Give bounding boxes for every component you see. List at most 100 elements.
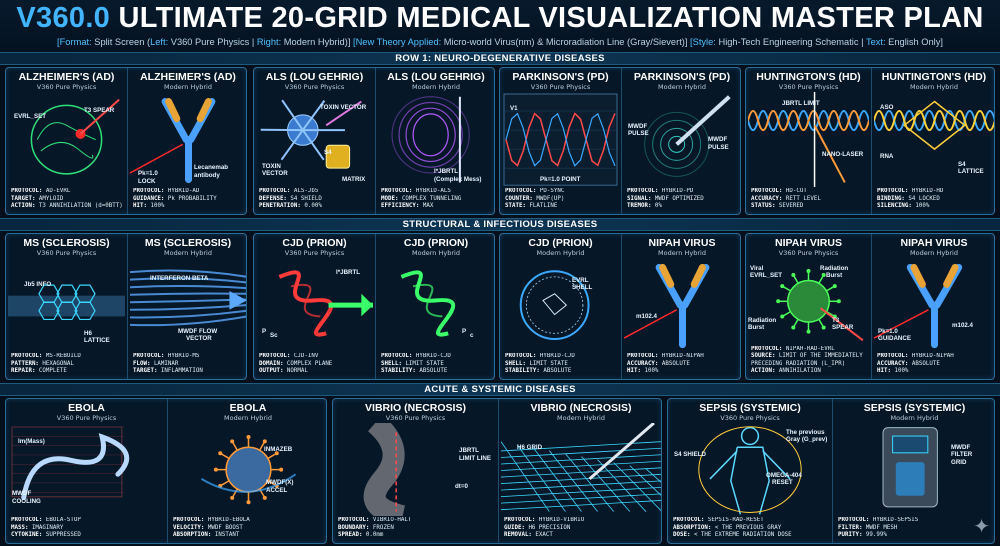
info-value: LIMIT OF THE IMMEDIATELY [775, 353, 863, 360]
protocol-info: PROTOCOL: PD-SYNC COUNTER: MWDF(UP) STATE:… [505, 188, 619, 211]
info-value: HYBRID-NIPAH [658, 353, 704, 360]
info-key: ACCURACY: [877, 360, 909, 367]
info-line: REPAIR: COMPLETE [11, 368, 125, 376]
info-line: DOSE: < THE EXTREME RADIATION DOSE [673, 532, 830, 540]
info-line: PROTOCOL: HYBRID-EBOLA [173, 517, 326, 525]
info-line: PROTOCOL: HYBRID-MS [133, 353, 246, 361]
info-line: ACTION: ANNIHILATION [751, 368, 869, 376]
subtitle-segment: Right: [256, 37, 282, 47]
info-key: SHELL: [505, 360, 526, 367]
panel-title: NIPAH VIRUS [900, 237, 968, 249]
subtitle-segment: Split Screen ( [94, 37, 151, 47]
info-key: SILENCING: [877, 203, 912, 210]
info-value: SEPSIS-RAD-RESET [704, 517, 764, 524]
illustration [256, 92, 373, 191]
info-value: ABSOLUTE [539, 368, 572, 375]
visualization-panel: ALZHEIMER'S (AD) V360 Pure Physics EVRL_SE… [6, 68, 127, 214]
title-text: ULTIMATE 20-GRID MEDICAL VISUALIZATION M… [118, 2, 984, 34]
panel-subtitle: V360 Pure Physics [36, 249, 97, 257]
info-line: PROTOCOL: HYBRID-ALS [381, 188, 494, 196]
info-value: 0% [651, 203, 662, 210]
diagram-label: ASO [880, 103, 894, 111]
info-value: 99.99% [862, 532, 887, 539]
diagram-label: EVRL [572, 276, 589, 284]
info-line: PURITY: 99.99% [838, 532, 994, 540]
panel-title: VIBRIO (NECROSIS) [365, 402, 466, 414]
info-key: BINDING: [877, 195, 905, 202]
diagram-label: (Complex Mess) [434, 175, 482, 183]
protocol-info: PROTOCOL: NIPAH-RAD-EVRL SOURCE: LIMIT OF… [751, 346, 869, 376]
diagram-label: P [262, 327, 267, 335]
info-key: HIT: [133, 203, 147, 210]
info-value: HYBRID-NIPAH [908, 353, 954, 360]
info-value: RETT LEVEL [782, 195, 821, 202]
info-value: ALS-Jb5 [290, 188, 319, 195]
info-value: HYBRID-SEPSIS [869, 517, 919, 524]
info-value: COMPLEX TUNNELING [398, 195, 462, 202]
visualization-panel: CJD (PRION) V360 Pure Physics P Sc I*JBRTL PR… [254, 234, 375, 379]
info-line: ABSORPTION: < THE PREVIOUS GRAY [673, 525, 830, 533]
panel-subtitle: V360 Pure Physics [778, 249, 839, 257]
diagram-label: JBRTL LIMIT [782, 99, 820, 107]
info-line: PROTOCOL: VIBRIO-HALT [338, 517, 496, 525]
info-value: MWDF BOOST [204, 524, 243, 531]
disease-group: EBOLA V360 Pure Physics Im(Mass) MWDF COOLIN… [5, 398, 327, 544]
info-key: PROTOCOL: [505, 353, 537, 360]
info-value: INFLAMMATION [157, 368, 203, 375]
diagram-label: Pk=1.0 [878, 327, 898, 335]
header: V360.0 ULTIMATE 20-GRID MEDICAL VISUALIZ… [0, 0, 1000, 52]
visualization-panel: EBOLA Modern Hybrid INMAZEB MWDF(X) ACCEL PRO… [167, 399, 326, 543]
diagram-label: FILTER [951, 451, 973, 459]
info-line: BOUNDARY: FROZEN [338, 525, 496, 533]
info-key: TARGET: [11, 195, 36, 202]
panel-subtitle: Modern Hybrid [890, 414, 939, 422]
info-key: PROTOCOL: [381, 353, 413, 360]
diagram-label: S4 [324, 149, 332, 157]
info-line: EFFICIENCY: MAX [381, 203, 494, 211]
info-key: STABILITY: [505, 368, 540, 375]
info-line: STABILITY: ABSOLUTE [381, 368, 494, 376]
info-value: EBOLA-STOP [42, 517, 81, 524]
info-value: 100% [640, 368, 659, 375]
diagram-label: I*JBRTL [434, 168, 459, 176]
diagram-label: GUIDANCE [878, 335, 912, 343]
info-value: HYBRID-VIBRIO [535, 517, 585, 524]
disease-group: ALZHEIMER'S (AD) V360 Pure Physics EVRL_SE… [5, 67, 247, 215]
info-line: SHELL: LIMIT STATE [505, 361, 619, 369]
info-key: SOURCE: [751, 353, 776, 360]
protocol-info: PROTOCOL: HYBRID-MS FLOW: LAMINAR TARGET: … [133, 353, 246, 376]
info-line: MODE: COMPLEX TUNNELING [381, 196, 494, 204]
info-value: HYBRID-ALS [412, 188, 451, 195]
info-value: HYBRID-EBOLA [204, 517, 250, 524]
info-key: TARGET: [133, 368, 158, 375]
panel-title: MS (SCLEROSIS) [144, 237, 232, 249]
info-value: HD-CUT [782, 188, 807, 195]
info-key: PROTOCOL: [173, 517, 205, 524]
info-line: VELOCITY: MWDF BOOST [173, 525, 326, 533]
visualization-panel: PARKINSON'S (PD) V360 Pure Physics V1 Pk=1.… [500, 68, 621, 214]
illustration [8, 92, 125, 191]
diagram-label: Jb5 INFO [24, 280, 52, 288]
info-key: SIGNAL: [627, 195, 652, 202]
protocol-info: PROTOCOL: SEPSIS-RAD-RESET ABSORPTION: < … [673, 517, 830, 540]
info-line: PROTOCOL: HYBRID-PD [627, 188, 740, 196]
visualization-panel: ALS (LOU GEHRIG) V360 Pure Physics TOXIN V… [254, 68, 375, 214]
diagram-label: dt=0 [455, 482, 468, 490]
illustration [502, 92, 619, 191]
info-line: PROTOCOL: NIPAH-RAD-EVRL [751, 346, 869, 354]
info-key: COUNTER: [505, 195, 533, 202]
panel-title: ALZHEIMER'S (AD) [140, 71, 236, 83]
info-key: PROTOCOL: [11, 188, 43, 195]
info-value: AMYLOID [35, 195, 64, 202]
info-line: GUIDE: H6 PRECISION [504, 525, 661, 533]
info-line: HIT: 100% [133, 203, 246, 211]
page-title: V360.0 ULTIMATE 20-GRID MEDICAL VISUALIZ… [0, 0, 1000, 35]
info-line: PRECEDING RADIATION (L_IPR) [751, 361, 869, 369]
diagram-label: MWDF [628, 122, 648, 130]
diagram-label: MWDF [951, 443, 971, 451]
diagram-label: GRID [951, 458, 967, 466]
info-key: TREMOR: [627, 203, 652, 210]
info-key: PROTOCOL: [259, 353, 291, 360]
illustration [835, 423, 994, 520]
diagram-label: RNA [880, 153, 894, 161]
